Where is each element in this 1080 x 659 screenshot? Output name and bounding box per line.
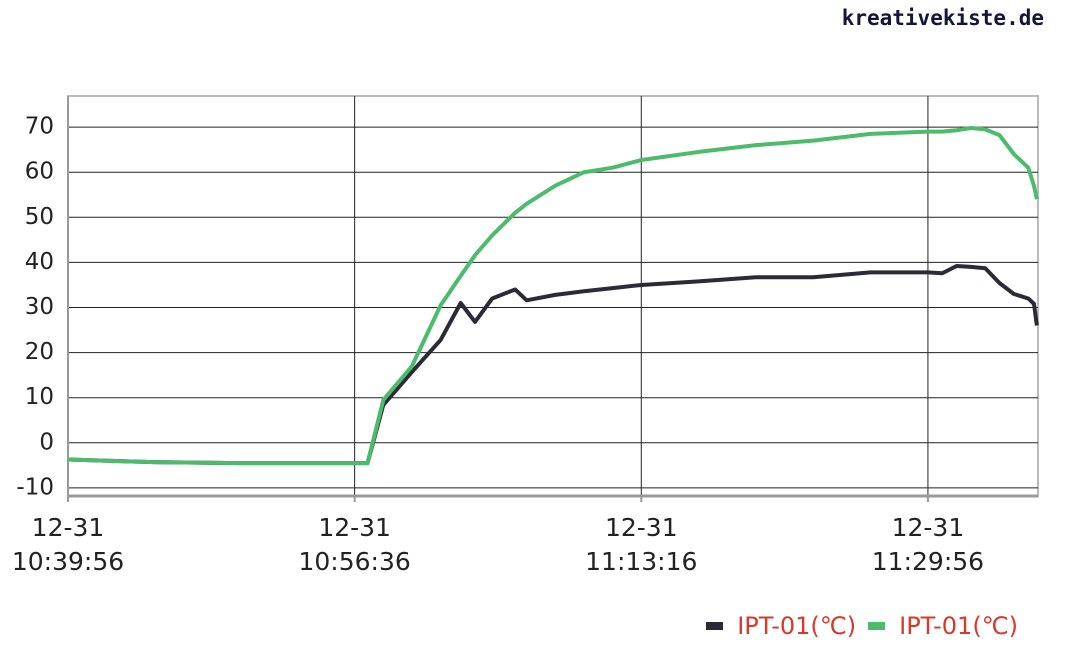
y-tick-label: 70 — [25, 114, 54, 140]
legend: IPT-01(℃) IPT-01(℃) — [694, 612, 1018, 640]
legend-label: IPT-01(℃) — [899, 612, 1018, 640]
legend-label: IPT-01(℃) — [737, 612, 857, 640]
y-tick-label: 10 — [25, 384, 54, 410]
y-tick-label: 0 — [39, 429, 54, 455]
x-tick-label: 12-31 10:56:36 — [298, 513, 411, 576]
y-tick-label: -10 — [16, 474, 54, 500]
y-tick-label: 60 — [25, 159, 54, 185]
y-tick-label: 40 — [25, 249, 54, 275]
x-tick-label: 12-31 11:29:56 — [871, 513, 985, 576]
x-tick-label: 12-31 10:39:56 — [11, 513, 125, 576]
series-line — [67, 264, 1039, 466]
legend-swatch — [706, 622, 724, 630]
legend-swatch — [868, 622, 886, 630]
y-tick-label: 30 — [25, 294, 54, 320]
y-tick-label: 50 — [25, 204, 54, 230]
y-tick-label: 20 — [25, 339, 54, 365]
watermark: kreativekiste.de — [841, 6, 1044, 30]
series-line — [67, 126, 1039, 466]
x-tick-label: 12-31 11:13:16 — [585, 513, 698, 576]
